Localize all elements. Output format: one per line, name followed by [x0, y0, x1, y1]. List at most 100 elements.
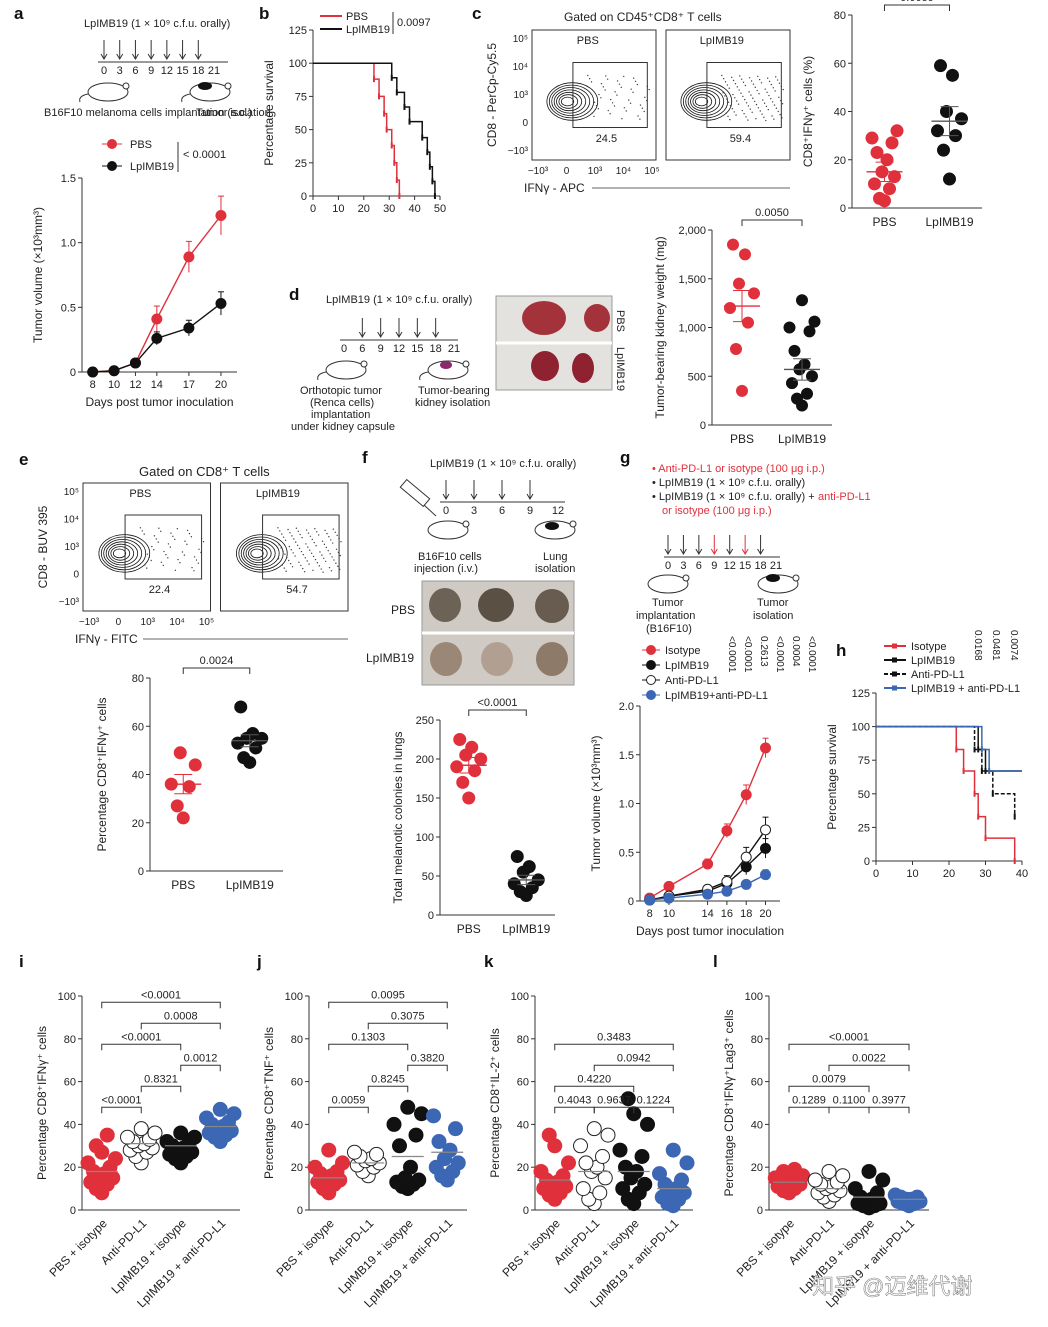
data-point [578, 1155, 594, 1171]
y-tick-label: 1,500 [678, 274, 706, 286]
day-label: 0 [341, 343, 347, 355]
data-point [955, 112, 968, 126]
significance-bracket [788, 1085, 870, 1093]
y-tick-label: 20 [64, 1162, 76, 1174]
flow-x-tick: 10⁵ [644, 166, 659, 177]
event-dot [595, 104, 598, 107]
data-point [450, 760, 464, 774]
data-point [426, 1108, 441, 1124]
event-dot [722, 77, 725, 80]
p-value-label: <0.0001 [141, 989, 181, 1001]
event-dot [334, 531, 336, 533]
legend-label: LpIMB19 + anti-PD-L1 [911, 683, 1020, 695]
event-dot [721, 74, 723, 77]
mouse-kidney-icon [419, 360, 470, 381]
contour-line [243, 541, 276, 566]
event-dot [752, 83, 755, 85]
event-dot [309, 549, 311, 551]
legend-marker [892, 685, 897, 691]
event-dot [725, 112, 727, 114]
panel-g-implant-1: Tumor [652, 597, 684, 609]
data-point [151, 332, 163, 344]
event-dot [340, 540, 342, 543]
x-category-label: LpIMB19 [226, 878, 274, 892]
data-point [183, 251, 195, 263]
event-dot [197, 562, 200, 564]
data-point [403, 1159, 418, 1175]
event-dot [330, 539, 332, 541]
event-dot [754, 86, 756, 89]
legend-pbs: PBS [130, 139, 152, 151]
event-dot [302, 553, 305, 556]
panel-d-photo-pbs: PBS [614, 310, 626, 332]
x-axis-label: Days post tumor inoculation [85, 395, 233, 409]
contour-line [560, 96, 575, 107]
event-dot [756, 89, 758, 92]
contour-line [240, 539, 280, 568]
event-dot [195, 559, 198, 561]
event-dot [303, 571, 306, 573]
data-point [890, 124, 904, 138]
event-dot [174, 569, 177, 572]
event-dot [186, 529, 189, 532]
event-dot [630, 88, 632, 90]
y-axis-label: Tumor volume (×10³mm³) [589, 736, 603, 872]
event-dot [307, 532, 310, 534]
chart-j-tnf: 0 20 40 60 80 100 Percentage CD8⁺TNF⁺ cells PBS… [262, 989, 467, 1310]
y-tick-label: 40 [834, 107, 846, 119]
event-dot [176, 527, 179, 530]
day-label: 3 [680, 560, 686, 572]
panel-f-protocol: LpIMB19 (1 × 10⁹ c.f.u. orally) [430, 458, 576, 470]
significance-bracket [328, 1001, 448, 1009]
panel-g-schematic: • Anti-PD-L1 or isotype (100 μg i.p.) • … [636, 463, 871, 635]
y-tick-label: 60 [751, 1077, 763, 1089]
data-point [411, 1172, 427, 1188]
dose-arrowhead [664, 548, 672, 555]
data-point [721, 885, 733, 897]
mouse-tumor-icon [181, 82, 232, 103]
y-tick-label: 250 [416, 715, 434, 727]
x-tick-label: 10 [108, 379, 120, 391]
chart-f-colonies: 0 50 100 150 200 250 Total melanotic colonies … [391, 697, 555, 936]
event-dot [280, 547, 282, 549]
x-tick-label: 18 [740, 908, 752, 920]
data-point [748, 287, 760, 300]
data-point [740, 878, 752, 890]
data-point [510, 850, 524, 863]
panel-a-pvalue: < 0.0001 [183, 149, 226, 161]
x-tick-label: 40 [408, 203, 420, 215]
data-point [724, 302, 736, 314]
chart-h-survival: 0 25 50 75 100 125 Percentage survival 0 10 20 30 4… [825, 688, 1028, 880]
event-dot [782, 88, 784, 91]
day-label: 12 [161, 65, 173, 77]
event-dot [188, 532, 191, 535]
panel-f-injection-1: B16F10 cells [418, 551, 482, 563]
data-point [129, 357, 141, 369]
panel-d-implant-1: Orthotopic tumor [300, 385, 382, 397]
data-point [87, 366, 99, 378]
flow-y-tick: 10⁵ [513, 34, 528, 45]
event-dot [772, 87, 774, 89]
flow-y-label: CD8 - PerCp-Cy5.5 [485, 43, 499, 147]
event-dot [305, 543, 307, 545]
legend-lpimb19: LpIMB19 [130, 161, 174, 173]
event-dot [724, 81, 727, 83]
data-point [462, 791, 476, 805]
event-dot [339, 554, 342, 557]
y-tick-label: 0 [840, 203, 846, 215]
event-dot [328, 536, 330, 538]
data-point [652, 1166, 667, 1182]
event-dot [625, 110, 627, 112]
y-axis-label: Percentage CD8⁺IFNγ⁺Lag3⁺ cells [722, 1009, 736, 1196]
event-dot [315, 545, 317, 547]
event-dot [332, 542, 334, 544]
event-dot [641, 107, 644, 109]
contour-line [556, 91, 583, 112]
dose-arrowhead [194, 53, 202, 60]
y-tick-label: 0 [297, 1205, 303, 1217]
data-point [450, 1155, 466, 1171]
panel-g-treat-2: • LpIMB19 (1 × 10⁹ c.f.u. orally) [652, 477, 805, 489]
y-tick-label: 25 [295, 158, 307, 170]
p-value-label: 0.0168 [972, 630, 983, 661]
p-value-label: 0.0024 [200, 655, 234, 667]
